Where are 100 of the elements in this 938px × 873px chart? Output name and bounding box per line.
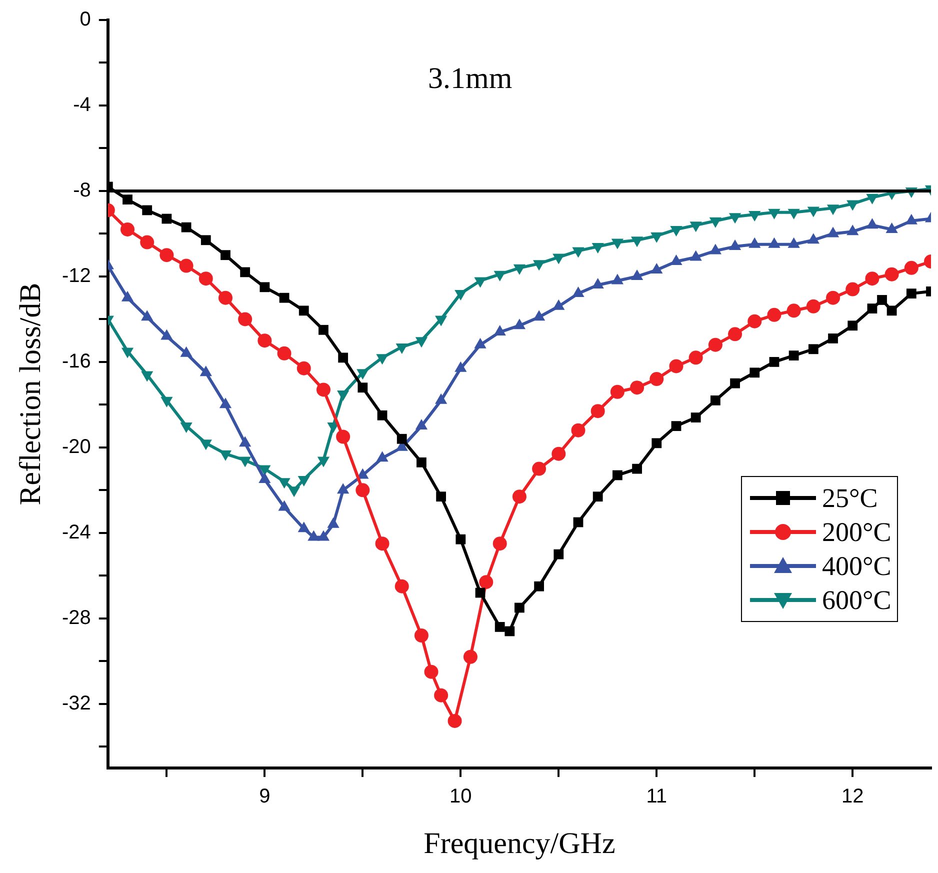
point	[179, 258, 194, 273]
point	[218, 290, 232, 305]
y-axis-title: Reflection loss/dB	[14, 282, 47, 506]
point	[532, 462, 546, 476]
point	[768, 208, 780, 220]
point	[435, 316, 448, 326]
point	[140, 235, 154, 250]
point	[573, 517, 584, 528]
point	[750, 368, 760, 378]
point	[612, 470, 622, 480]
point	[788, 208, 800, 220]
point	[630, 236, 644, 248]
point	[376, 354, 388, 365]
y-tick-label: -32	[62, 692, 91, 714]
point	[318, 324, 328, 335]
point	[316, 382, 330, 397]
point	[436, 492, 446, 502]
point	[669, 359, 684, 374]
legend-label: 400°C	[822, 550, 892, 582]
y-tick-label: -28	[62, 606, 91, 629]
point	[416, 457, 426, 468]
point	[396, 434, 407, 444]
legend-label: 25°C	[822, 482, 878, 514]
point	[120, 222, 135, 236]
point	[572, 247, 584, 258]
point	[650, 372, 664, 386]
point	[877, 295, 887, 305]
point	[688, 350, 703, 365]
y-tick-label: -20	[62, 436, 91, 458]
point	[424, 664, 438, 679]
point	[554, 549, 564, 560]
point	[474, 277, 486, 288]
point	[590, 404, 605, 418]
point	[728, 213, 742, 224]
point	[826, 290, 840, 305]
x-tick-label: 9	[259, 786, 270, 808]
point	[632, 464, 642, 474]
point	[611, 238, 624, 250]
point	[848, 320, 858, 331]
y-tick-label: -4	[73, 94, 91, 116]
point	[200, 235, 211, 246]
point	[652, 438, 662, 448]
point	[434, 688, 448, 702]
point	[298, 306, 309, 316]
point	[338, 352, 348, 363]
point	[162, 214, 172, 224]
point	[277, 346, 292, 360]
point	[671, 421, 682, 432]
legend-label: 200°C	[822, 516, 892, 548]
point	[454, 290, 467, 301]
point	[504, 626, 515, 636]
point	[258, 334, 272, 348]
point	[492, 536, 507, 551]
point	[448, 714, 462, 728]
point	[456, 534, 466, 544]
x-tick-label: 10	[450, 786, 472, 808]
point	[690, 222, 702, 232]
x-tick-label: 11	[646, 786, 668, 808]
point	[710, 395, 720, 406]
point	[708, 338, 722, 352]
y-tick-label: -16	[62, 350, 91, 372]
point	[748, 210, 761, 222]
x-tick-label: 12	[841, 786, 864, 808]
point	[356, 369, 369, 380]
point	[475, 588, 486, 598]
point	[906, 288, 916, 299]
point	[512, 490, 526, 504]
point	[532, 260, 546, 271]
point	[160, 396, 173, 408]
y-tick-label: -24	[62, 521, 91, 544]
point	[358, 382, 368, 393]
point	[808, 344, 818, 354]
point	[396, 343, 408, 354]
point	[592, 492, 603, 502]
point	[630, 380, 644, 395]
point	[514, 602, 524, 613]
point	[846, 282, 860, 296]
y-tick-label: 0	[80, 8, 91, 31]
point	[767, 308, 782, 322]
point	[377, 410, 388, 420]
point	[534, 581, 544, 592]
point	[414, 628, 428, 642]
point	[219, 450, 232, 461]
point	[336, 430, 350, 444]
point	[846, 200, 859, 211]
point	[356, 483, 370, 498]
point	[220, 250, 230, 260]
point	[375, 536, 390, 551]
point	[807, 206, 820, 218]
point	[296, 361, 311, 376]
point	[298, 476, 310, 486]
point	[610, 384, 624, 399]
y-tick-label: -8	[73, 179, 91, 202]
point	[904, 260, 918, 275]
point	[866, 194, 878, 204]
point	[240, 267, 250, 278]
point	[867, 304, 878, 314]
legend-label: 600°C	[822, 584, 892, 616]
point	[494, 270, 506, 282]
point	[552, 254, 565, 264]
